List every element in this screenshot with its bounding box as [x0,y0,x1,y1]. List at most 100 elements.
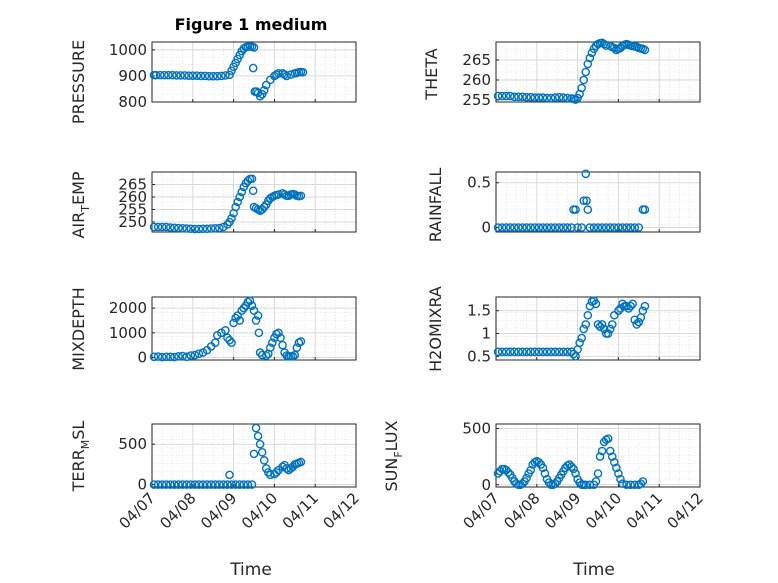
data-point [190,350,200,360]
xlabel-time-left: Time [229,560,272,580]
data-point [497,223,507,232]
data-point [603,434,613,443]
data-point [296,337,306,346]
data-point [597,320,607,329]
data-point [538,463,548,473]
ylabel-pressure: PRESSURE [69,40,88,124]
data-point [610,43,619,53]
data-point [249,449,259,459]
data-point [579,324,589,334]
data-point [638,477,648,486]
data-point [166,352,175,362]
data-point [640,205,650,214]
data-point [255,439,265,449]
data-point [180,71,189,80]
data-point [612,463,621,473]
data-point [225,335,234,345]
data-point [170,480,179,489]
data-point [190,224,200,234]
subplot-mixdepth: 0 1000 2000 MIXDEPTH [69,287,357,371]
data-point [186,480,196,489]
data-point [184,71,194,80]
data-point [518,92,527,102]
data-point [225,470,234,480]
data-point [614,223,623,232]
data-point [186,224,196,234]
data-point [501,223,511,232]
data-point [276,333,285,343]
data-point [210,223,220,233]
data-point [582,196,591,205]
y-tick-label: 265 [462,51,491,69]
data-point [526,92,535,102]
data-point [192,71,202,80]
data-point [601,223,611,232]
y-tick-label: 0.5 [467,174,491,192]
data-point [259,456,269,465]
data-point [618,223,627,232]
data-point [176,71,185,80]
data-point [542,93,552,103]
data-point [153,480,163,489]
data-point [554,92,564,102]
data-point [575,338,584,347]
data-point [607,452,617,461]
data-point [593,469,603,478]
data-point [210,480,220,489]
data-point [170,352,179,362]
data-point [634,223,644,232]
data-point [559,223,568,232]
data-point [153,222,163,232]
data-point [243,480,253,489]
y-tick-label: 260 [462,71,491,89]
data-point [638,306,648,315]
data-point [559,347,568,357]
data-point [614,306,623,315]
data-point [190,480,200,489]
data-point [503,468,513,477]
plot-area-theta: 255 260 265 [462,38,701,109]
data-point [274,190,283,199]
data-point [546,347,556,357]
y-tick-label: 255 [462,91,491,109]
data-point [248,186,258,196]
data-point [182,352,191,362]
data-point [607,320,617,329]
data-point [510,92,519,102]
data-point [550,479,560,488]
data-point [510,347,519,357]
data-point [569,464,578,474]
data-point [550,93,560,102]
data-point [591,477,601,486]
data-point [563,93,572,103]
data-point [626,301,635,311]
data-point [501,91,511,101]
data-point [212,71,222,81]
data-point [206,224,216,233]
data-point [182,480,191,489]
data-point [505,347,515,357]
data-point [593,223,603,232]
data-point [266,343,275,352]
data-point [239,303,249,313]
data-point [215,223,224,233]
y-tick-label: 2000 [109,299,147,317]
data-point [198,480,208,489]
xlabel-time-right: Time [572,560,615,580]
data-point [522,92,531,102]
data-point [630,480,640,490]
data-point [239,480,249,489]
data-point [235,480,245,489]
y-tick-label: 1000 [109,324,147,342]
data-point [505,223,515,232]
data-point [172,71,181,80]
data-point [550,347,560,357]
data-point [170,223,179,233]
data-point [237,187,247,197]
y-tick-label: 250 [118,213,147,231]
data-point [514,223,523,232]
data-point [514,92,523,102]
data-point [540,469,550,478]
data-point [155,70,165,80]
